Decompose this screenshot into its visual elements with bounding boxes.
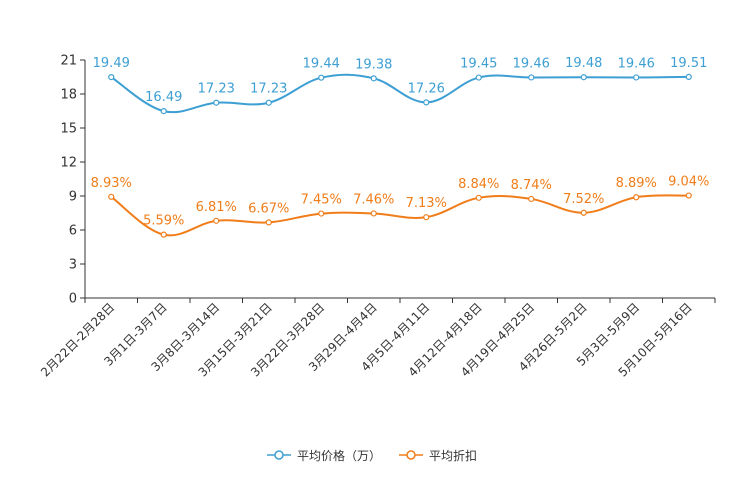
series-price: 19.49 16.49 17.23 17.23 19.44 19.38 17.26 19.45… bbox=[93, 56, 707, 115]
y-tick-label: 9 bbox=[69, 190, 77, 205]
data-label: 8.93% bbox=[91, 176, 132, 191]
data-point[interactable] bbox=[528, 74, 535, 81]
data-point[interactable] bbox=[475, 74, 482, 81]
legend-label-price: 平均价格（万） bbox=[296, 448, 381, 463]
data-point[interactable] bbox=[318, 74, 325, 81]
legend: 平均价格（万） 平均折扣 bbox=[0, 445, 744, 465]
data-point[interactable] bbox=[160, 108, 167, 115]
data-point[interactable] bbox=[423, 214, 430, 221]
data-point[interactable] bbox=[160, 231, 167, 238]
y-tick-label: 18 bbox=[60, 88, 77, 103]
data-label: 7.45% bbox=[301, 193, 342, 208]
data-point[interactable] bbox=[633, 74, 640, 81]
legend-item-price[interactable]: 平均价格（万） bbox=[266, 445, 381, 465]
series-line bbox=[110, 73, 689, 114]
data-label: 8.74% bbox=[511, 178, 552, 193]
y-tick-label: 21 bbox=[60, 54, 77, 69]
data-point[interactable] bbox=[318, 210, 325, 217]
data-label: 19.49 bbox=[93, 56, 130, 71]
data-label: 7.46% bbox=[353, 192, 394, 207]
data-label: 6.81% bbox=[196, 200, 237, 215]
data-label: 17.23 bbox=[198, 82, 235, 97]
data-point[interactable] bbox=[213, 99, 220, 106]
data-label: 7.13% bbox=[406, 196, 447, 211]
data-point[interactable] bbox=[580, 209, 587, 216]
data-point[interactable] bbox=[265, 99, 272, 106]
y-tick-label: 12 bbox=[60, 156, 77, 171]
y-tick-label: 15 bbox=[60, 122, 77, 137]
series-line bbox=[110, 194, 689, 237]
data-point[interactable] bbox=[370, 210, 377, 217]
data-point[interactable] bbox=[370, 75, 377, 82]
axes: 0369121518212月22日-2月28日3月1日-3月7日3月8日-3月1… bbox=[38, 54, 716, 380]
legend-line-circle-icon bbox=[266, 450, 291, 460]
series-discount: 8.93% 5.59% 6.81% 6.67% 7.45% 7.46% 7.13% 8.84%… bbox=[91, 175, 709, 238]
data-point[interactable] bbox=[475, 194, 482, 201]
data-label: 19.48 bbox=[565, 56, 602, 71]
y-tick-label: 6 bbox=[69, 224, 77, 239]
x-tick-label: 2月22日-2月28日 bbox=[38, 300, 117, 379]
data-label: 19.45 bbox=[460, 57, 497, 72]
data-point[interactable] bbox=[633, 194, 640, 201]
data-label: 19.51 bbox=[670, 56, 707, 71]
data-label: 17.23 bbox=[250, 82, 287, 97]
data-point[interactable] bbox=[423, 99, 430, 106]
data-label: 17.26 bbox=[408, 81, 445, 96]
data-point[interactable] bbox=[685, 73, 692, 80]
data-point[interactable] bbox=[265, 219, 272, 226]
data-label: 9.04% bbox=[668, 175, 709, 190]
legend-label-discount: 平均折扣 bbox=[429, 448, 478, 463]
data-point[interactable] bbox=[528, 195, 535, 203]
legend-item-discount[interactable]: 平均折扣 bbox=[399, 445, 477, 465]
data-point[interactable] bbox=[685, 192, 692, 199]
data-point[interactable] bbox=[108, 193, 115, 200]
series-layer: 19.49 16.49 17.23 17.23 19.44 19.38 17.26 19.45… bbox=[91, 56, 709, 238]
data-point[interactable] bbox=[108, 74, 115, 81]
legend-line-circle-icon bbox=[399, 450, 423, 460]
data-label: 5.59% bbox=[143, 214, 184, 229]
data-label: 6.67% bbox=[248, 201, 289, 216]
data-label: 7.52% bbox=[563, 192, 604, 207]
data-point[interactable] bbox=[213, 217, 220, 224]
y-tick-label: 3 bbox=[69, 258, 77, 273]
data-label: 19.46 bbox=[513, 56, 550, 71]
y-tick-label: 0 bbox=[69, 292, 77, 307]
data-label: 19.46 bbox=[618, 56, 655, 71]
data-point[interactable] bbox=[580, 74, 587, 81]
data-label: 19.44 bbox=[303, 57, 340, 72]
data-label: 19.38 bbox=[355, 57, 392, 72]
data-label: 8.84% bbox=[458, 177, 499, 192]
data-label: 16.49 bbox=[145, 90, 182, 105]
data-label: 8.89% bbox=[616, 176, 657, 191]
